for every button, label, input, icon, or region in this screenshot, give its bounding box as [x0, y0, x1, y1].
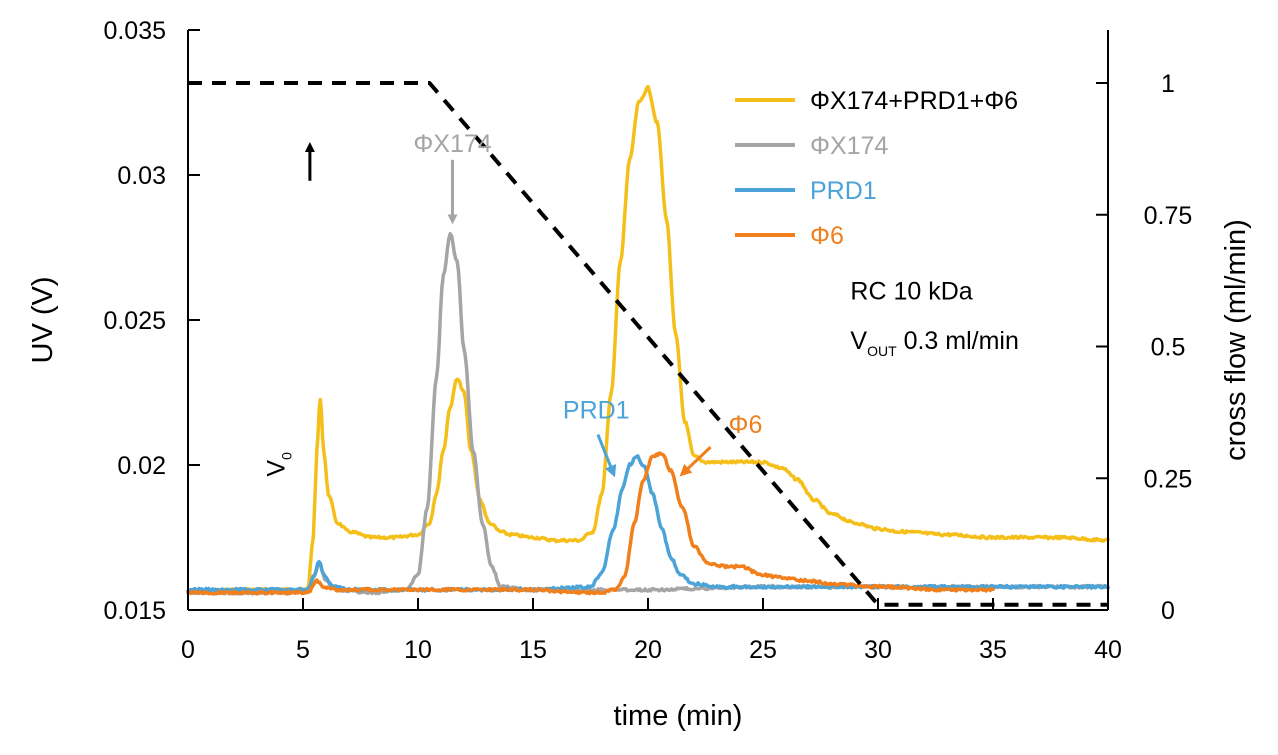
- y-left-tick-label: 0.02: [117, 452, 166, 480]
- x-tick-label: 30: [864, 636, 892, 664]
- legend-label: PRD1: [810, 177, 877, 205]
- y-left-tick-label: 0.025: [103, 307, 166, 335]
- legend: ΦX174+PRD1+Φ6 ΦX174 PRD1 Φ6: [735, 87, 1018, 250]
- x-tick-label: 40: [1094, 636, 1122, 664]
- y-axis-right-title: cross flow (ml/min): [1220, 219, 1252, 461]
- series-line-4: [186, 451, 995, 596]
- y-right-tick-label: 0: [1161, 597, 1175, 625]
- x-tick-label: 10: [404, 636, 432, 664]
- annotation-label: Φ6: [729, 411, 763, 439]
- plot-area: [186, 81, 1110, 607]
- legend-label: ΦX174+PRD1+Φ6: [810, 87, 1018, 115]
- y-right-tick-label: 1: [1161, 70, 1175, 98]
- x-tick-label: 20: [634, 636, 662, 664]
- series-layer: [186, 81, 1110, 607]
- y-left-tick-label: 0.035: [103, 17, 166, 45]
- annotation-label: PRD1: [563, 397, 630, 425]
- x-ticks: 0 5 10 15 20 25 30 35 40: [181, 598, 1122, 664]
- y-right-tick-label: 0.25: [1144, 465, 1193, 493]
- x-tick-label: 15: [519, 636, 547, 664]
- y-right-tick-label: 0.75: [1144, 202, 1193, 230]
- axes: 0 5 10 15 20 25 30 35 40 0.0150.020.0250.030.035…: [103, 17, 1192, 664]
- y-right-tick-label: 0.5: [1151, 334, 1186, 362]
- series-line-3: [186, 454, 1110, 593]
- x-tick-label: 35: [979, 636, 1007, 664]
- y-right-ticks: 0 0.25 0.5 0.75 1: [1096, 70, 1192, 625]
- series-line-1: [186, 84, 1110, 595]
- annotation-arrow: [679, 446, 712, 477]
- annotation-label: RC 10 kDa: [850, 278, 972, 306]
- y-axis-left-title: UV (V): [27, 277, 59, 364]
- x-axis-title: time (min): [614, 700, 743, 732]
- x-tick-label: 25: [749, 636, 777, 664]
- legend-label: Φ6: [810, 222, 844, 250]
- annotation-label: V0: [263, 452, 295, 477]
- y-left-tick-label: 0.015: [103, 597, 166, 625]
- legend-label: ΦX174: [810, 132, 888, 160]
- annotation-arrow: [596, 434, 617, 478]
- annotation-label: ΦX174: [413, 130, 491, 158]
- x-tick-label: 5: [296, 636, 310, 664]
- annotation-label: VOUT 0.3 ml/min: [850, 327, 1019, 359]
- y-left-ticks: 0.015 0.02 0.025 0.03 0.035: [103, 17, 200, 625]
- y-left-tick-label: 0.03: [117, 162, 166, 190]
- x-tick-label: 0: [181, 636, 195, 664]
